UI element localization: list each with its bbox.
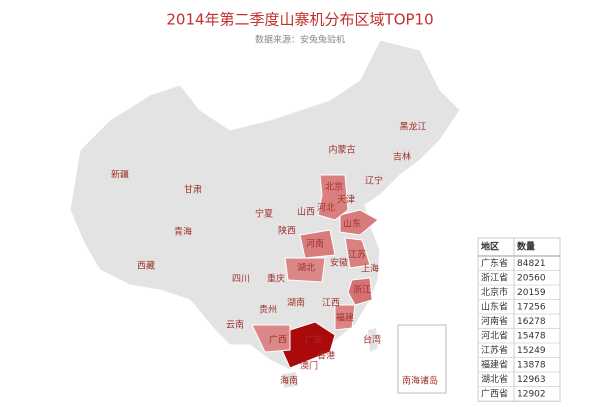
province-label: 江西	[322, 298, 340, 309]
province-label: 福建	[336, 312, 354, 324]
province-label: 河北	[317, 202, 335, 214]
province-label: 青海	[174, 226, 192, 238]
region	[339, 209, 379, 236]
table-cell: 福建省	[481, 358, 508, 370]
table-cell: 广西省	[481, 387, 508, 399]
region	[281, 321, 336, 369]
table-cell: 17256	[517, 302, 546, 312]
table-cell: 河北省	[481, 329, 508, 341]
province-label: 四川	[232, 275, 250, 285]
table-cell: 12963	[517, 375, 546, 385]
hainan	[282, 372, 298, 388]
province-label: 香港	[317, 350, 335, 362]
region	[299, 229, 336, 259]
table-cell: 20560	[517, 273, 546, 283]
table-cell: 84821	[517, 259, 546, 269]
province-label: 山东	[343, 218, 361, 230]
region	[347, 277, 373, 306]
province-label: 台湾	[363, 334, 381, 346]
province-label: 河南	[306, 238, 324, 250]
province-label: 广东	[305, 334, 323, 346]
province-label: 陕西	[278, 225, 296, 237]
region	[317, 174, 349, 221]
province-label: 甘肃	[184, 184, 202, 196]
province-label: 海南	[280, 375, 298, 387]
province-label: 重庆	[267, 273, 285, 285]
province-label: 天津	[337, 195, 355, 206]
table-cell: 16278	[517, 317, 546, 327]
table-cell: 20159	[517, 288, 546, 298]
province-label: 浙江	[353, 284, 371, 296]
table-border	[477, 237, 561, 402]
table-cell: 12902	[517, 389, 546, 399]
table-cell: 山东省	[481, 300, 508, 312]
province-label: 云南	[226, 319, 244, 331]
table-cell: 13878	[517, 360, 546, 370]
taiwan	[368, 328, 378, 352]
table-cell: 江苏省	[481, 344, 508, 356]
region	[251, 324, 291, 353]
table-cell: 15249	[517, 346, 546, 356]
subtitle: 数据来源：安兔兔验机	[255, 34, 345, 46]
province-label: 辽宁	[365, 175, 383, 187]
province-label: 广西	[269, 334, 287, 346]
province-label: 吉林	[393, 151, 411, 163]
province-label: 内蒙古	[328, 144, 355, 156]
table-cell: 15478	[517, 331, 546, 341]
title: 2014年第二季度山寨机分布区域TOP10	[166, 11, 433, 29]
region	[344, 237, 371, 269]
table-cell: 北京市	[481, 286, 508, 298]
province-label: 湖北	[297, 263, 315, 274]
province-label: 湖南	[287, 297, 305, 309]
province-label: 上海	[361, 263, 379, 275]
province-label: 黑龙江	[399, 121, 426, 133]
region	[284, 257, 326, 283]
china-outline	[69, 39, 461, 371]
inset-box	[397, 324, 447, 394]
province-label: 江苏	[348, 249, 366, 261]
region	[334, 304, 356, 331]
table-cell: 广东省	[481, 257, 508, 269]
province-label: 安徽	[330, 257, 348, 269]
province-label: 山西	[297, 207, 315, 218]
province-label: 宁夏	[255, 208, 273, 220]
table-cell: 湖北省	[481, 373, 508, 385]
province-label: 贵州	[259, 304, 277, 316]
table-cell: 河南省	[481, 315, 508, 327]
table-cell: 浙江省	[481, 271, 508, 283]
table-header: 数量	[517, 241, 535, 253]
province-label: 西藏	[137, 260, 155, 272]
province-label: 北京	[325, 181, 343, 193]
province-label: 新疆	[111, 169, 129, 181]
table-header: 地区	[481, 241, 499, 253]
inset-label: 南海诸岛	[402, 375, 438, 387]
province-label: 澳门	[300, 360, 318, 372]
